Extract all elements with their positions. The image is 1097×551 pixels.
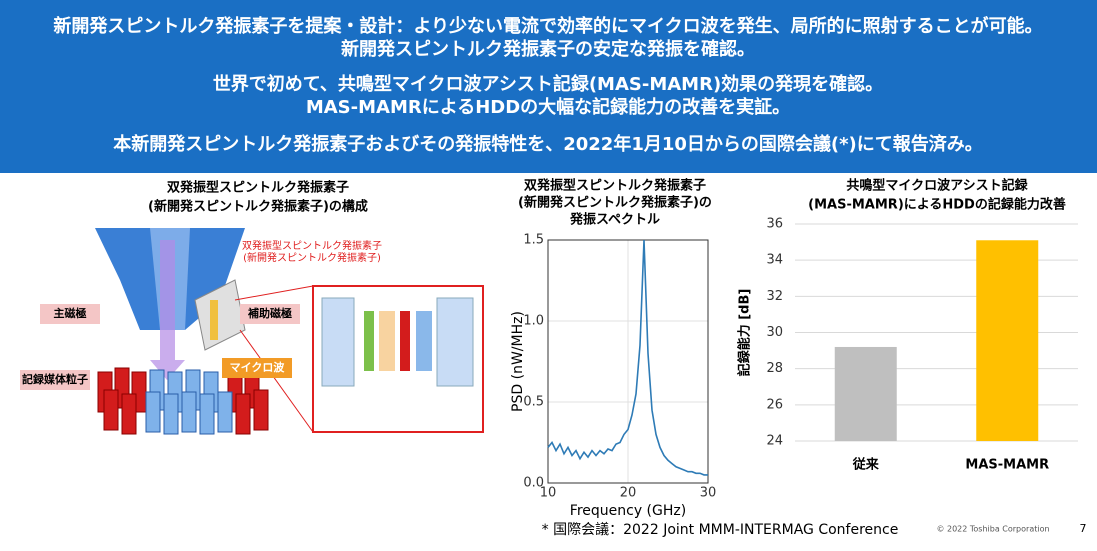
x-tick-label: 20 [620,486,637,501]
footnote: * 国際会議：2022 Joint MMM-INTERMAG Conferenc… [542,521,899,538]
media-label: 記録媒体粒子 [22,372,88,386]
aux-pole-label: 補助磁極 [247,306,292,320]
x-axis-label: Frequency (GHz) [570,503,686,519]
y-tick-label: 36 [766,217,783,232]
bar [834,346,897,441]
header-line: 新開発スピントルク発振素子を提案・設計：より少ない電流で効率的にマイクロ波を発生… [53,15,1042,37]
y-tick-label: 26 [766,397,783,412]
chart-title: 共鳴型マイクロ波アシスト記録 [846,178,1028,194]
banner [0,0,1097,173]
header-line: 新開発スピントルク発振素子の安定な発振を確認。 [341,38,755,60]
diagram-title: 双発振型スピントルク発振素子 [167,180,349,196]
header-line: 世界で初めて、共鳴型マイクロ波アシスト記録(MAS-MAMR)効果の発現を確認。 [213,73,883,95]
page-number: 7 [1080,522,1087,535]
y-tick-label: 0.5 [523,395,544,410]
y-tick-label: 28 [766,361,783,376]
chart-title: (MAS-MAMR)によるHDDの記録能力改善 [808,197,1066,213]
y-tick-label: 24 [766,434,783,449]
main-pole-label: 主磁極 [54,306,87,320]
y-tick-label: 1.5 [523,233,544,248]
chart-title: 発振スペクトル [569,212,660,228]
diagram [20,228,484,435]
x-tick-label: 30 [700,486,717,501]
header-line: MAS-MAMRによるHDDの大幅な記録能力の改善を実証。 [306,96,790,118]
chart-title: 双発振型スピントルク発振素子 [524,178,706,194]
y-axis-label: 記録能力 [dB] [737,289,753,377]
header-line: 本新開発スピントルク発振素子およびその発振特性を、2022年1月10日からの国際… [113,133,983,155]
bar [976,240,1039,441]
diagram-title: (新開発スピントルク発振素子)の構成 [148,199,368,215]
y-tick-label: 30 [766,325,783,340]
copyright: © 2022 Toshiba Corporation [936,525,1049,534]
x-tick-label: 10 [540,486,557,501]
y-tick-label: 34 [766,253,783,268]
device-label: 双発振型スピントルク発振素子 [242,239,382,252]
y-tick-label: 1.0 [523,314,544,329]
x-tick-label: MAS-MAMR [965,458,1049,473]
microwave-label: マイクロ波 [230,360,286,374]
y-tick-label: 32 [766,289,783,304]
y-tick-label: 0.0 [523,476,544,491]
y-axis-label: PSD (nW/MHz) [510,311,526,412]
plot-frame [547,239,709,484]
device-label: (新開発スピントルク発振素子) [243,251,381,264]
chart-title: (新開発スピントルク発振素子)の [518,195,712,211]
x-tick-label: 従来 [852,457,880,473]
spectrum-line [547,239,708,476]
